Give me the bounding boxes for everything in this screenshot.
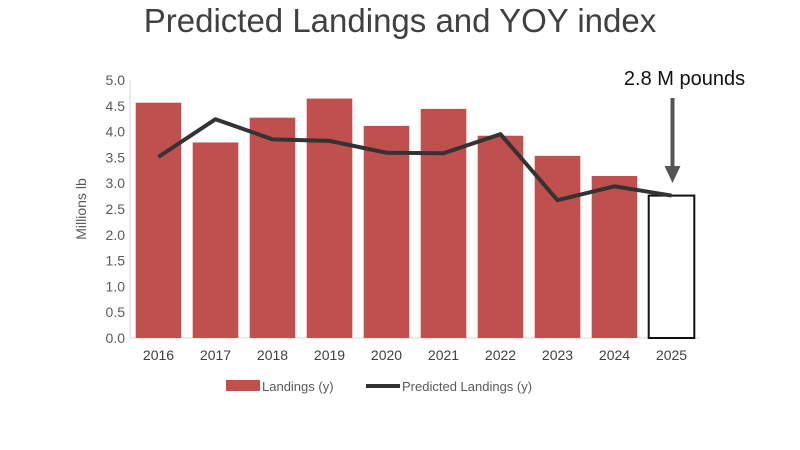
y-tick-label: 4.5 [106,98,126,114]
line-series [157,117,672,203]
x-tick-label: 2019 [314,347,345,363]
annotation-text: 2.8 M pounds [624,68,745,90]
x-tick-label: 2024 [599,347,630,363]
y-tick-label: 4.0 [106,124,126,140]
bar-2017 [192,142,239,338]
x-tick-label: 2023 [542,347,573,363]
bar-2021 [420,108,467,338]
bar-2018 [249,117,296,338]
legend-label-predicted: Predicted Landings (y) [402,379,532,394]
legend-label-landings: Landings (y) [262,379,334,394]
y-tick-label: 1.5 [106,253,126,269]
y-tick-label: 1.0 [106,278,126,294]
bar-2025 [647,194,696,339]
y-tick-label: 2.0 [106,227,126,243]
y-tick-label: 5.0 [106,72,126,88]
y-tick-label: 3.5 [106,149,126,165]
x-tick-label: 2017 [200,347,231,363]
annotation-arrow-head [664,166,681,183]
x-tick-label: 2020 [371,347,402,363]
y-tick-label: 2.5 [106,201,126,217]
y-tick-label: 0.5 [106,304,126,320]
x-tick-label: 2018 [257,347,288,363]
bar-2024 [591,175,638,338]
y-tick-label: 0.0 [106,330,126,346]
x-tick-label: 2022 [485,347,516,363]
legend-swatch-landings [226,380,260,391]
bar-2020 [363,125,410,338]
chart-title: Predicted Landings and YOY index [143,2,657,39]
bar-2022 [477,135,524,338]
x-tick-label: 2016 [143,347,174,363]
x-tick-label: 2025 [656,347,687,363]
x-tick-label: 2021 [428,347,459,363]
bar-2023 [534,155,581,338]
y-axis-label: Millions lb [73,178,89,240]
bar-2016 [135,102,182,338]
bar-2019 [306,98,353,339]
y-tick-label: 3.0 [106,175,126,191]
